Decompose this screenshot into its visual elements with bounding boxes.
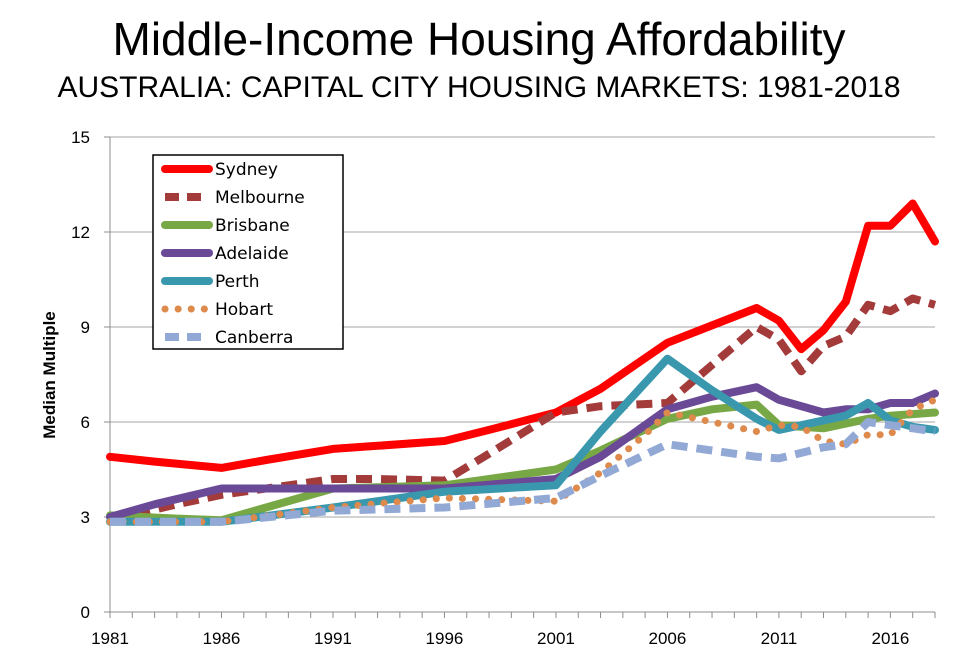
series-lines bbox=[106, 199, 939, 526]
x-tick-label: 1981 bbox=[91, 629, 129, 648]
legend: Sydney Melbourne Brisbane Adelaide Perth Hoba… bbox=[152, 154, 344, 350]
series-line-melbourne bbox=[109, 294, 937, 525]
x-tick-label: 2001 bbox=[537, 629, 575, 648]
legend-label-sydney: Sydney bbox=[215, 160, 278, 180]
legend-label-brisbane: Brisbane bbox=[215, 216, 290, 236]
series-line-sydney bbox=[106, 199, 939, 472]
series-line-hobart bbox=[106, 396, 939, 526]
legend-label-melbourne: Melbourne bbox=[215, 188, 305, 208]
legend-label-adelaide: Adelaide bbox=[215, 244, 289, 264]
chart-subtitle: AUSTRALIA: CAPITAL CITY HOUSING MARKETS:… bbox=[57, 71, 901, 104]
series-line-perth bbox=[106, 354, 939, 526]
y-tick-label: 6 bbox=[81, 413, 90, 432]
y-tick-label: 0 bbox=[81, 603, 90, 622]
y-tick-label: 12 bbox=[71, 223, 90, 242]
x-tick-label: 2011 bbox=[761, 629, 798, 648]
series-line-canberra bbox=[110, 418, 936, 526]
x-tick-label: 2006 bbox=[649, 629, 687, 648]
x-tick-label: 1986 bbox=[203, 629, 241, 648]
y-tick-label: 9 bbox=[81, 318, 90, 337]
axes: 0 3 6 9 12 15 1981 1986 1991 1996 2001 2006 2011 2016 bbox=[71, 128, 936, 648]
y-tick-label: 15 bbox=[71, 128, 90, 147]
legend-label-hobart: Hobart bbox=[215, 300, 273, 320]
x-tick-label: 1996 bbox=[426, 629, 464, 648]
legend-label-canberra: Canberra bbox=[215, 328, 293, 348]
x-tick-label: 1991 bbox=[314, 629, 352, 648]
x-tick-label: 2016 bbox=[871, 629, 909, 648]
legend-label-perth: Perth bbox=[215, 272, 260, 292]
y-tick-label: 3 bbox=[81, 508, 90, 527]
chart-title: Middle-Income Housing Affordability bbox=[112, 13, 846, 65]
